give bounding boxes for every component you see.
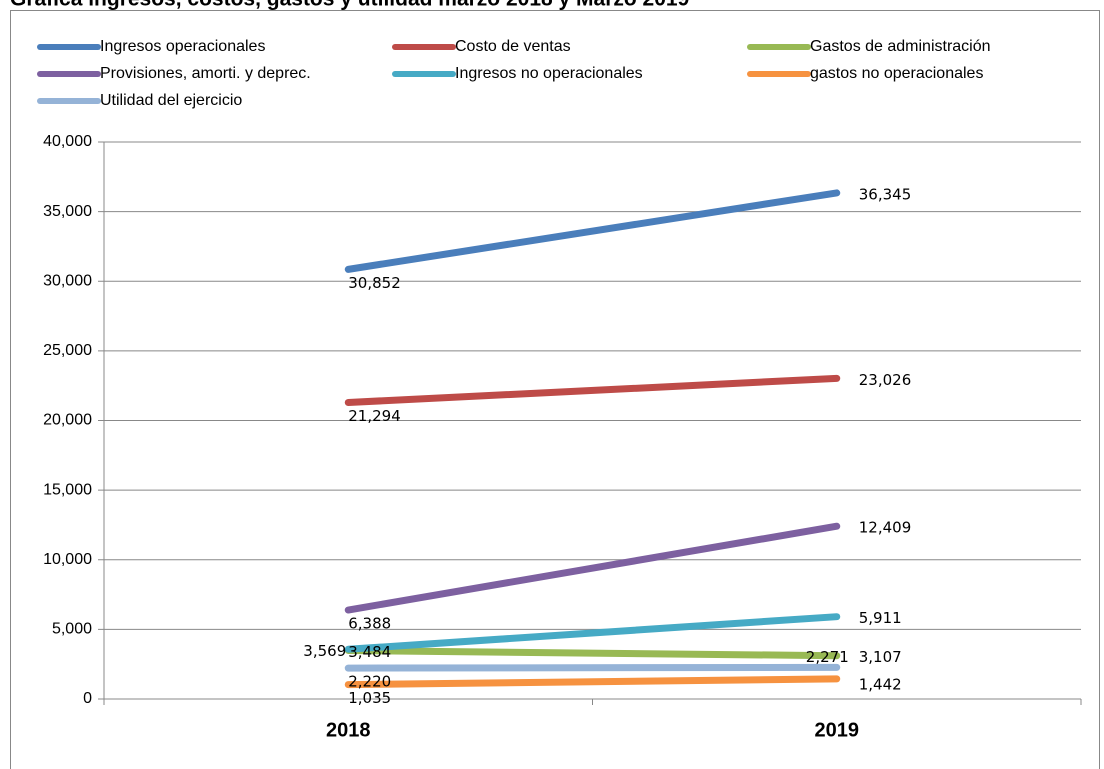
data-label: 2,271 (806, 648, 849, 666)
data-label: 3,484 (348, 643, 391, 661)
y-tick-label: 35,000 (43, 203, 92, 220)
y-tick-label: 0 (83, 690, 92, 707)
x-tick-label: 2019 (815, 719, 860, 741)
series-line (344, 613, 841, 653)
legend-label: Ingresos operacionales (100, 38, 265, 55)
series-line (344, 189, 841, 273)
y-tick-label: 30,000 (43, 272, 92, 289)
data-label: 23,026 (859, 371, 912, 389)
legend-label: Provisiones, amorti. y deprec. (100, 65, 311, 82)
chart-title: Grafica ingresos, costos, gastos y utili… (10, 0, 689, 11)
legend-label: Costo de ventas (455, 38, 571, 55)
series-line (344, 646, 841, 660)
data-label: 30,852 (348, 274, 401, 292)
legend-label: Ingresos no operacionales (455, 65, 643, 82)
series-line (344, 522, 841, 614)
series-line (344, 675, 841, 689)
series-line (344, 374, 841, 406)
y-tick-label: 25,000 (43, 342, 92, 359)
data-label: 1,035 (348, 689, 391, 707)
data-label: 6,388 (348, 615, 391, 633)
x-tick-label: 2018 (326, 719, 371, 741)
series-line (344, 663, 841, 672)
legend-label: Gastos de administración (810, 38, 991, 55)
y-tick-label: 5,000 (52, 621, 92, 638)
data-label: 5,911 (859, 609, 902, 627)
data-label: 36,345 (859, 185, 912, 203)
y-tick-label: 10,000 (43, 551, 92, 568)
data-label: 3,107 (859, 648, 902, 666)
data-label: 2,220 (348, 673, 391, 691)
legend-label: gastos no operacionales (810, 65, 983, 82)
legend-label: Utilidad del ejercicio (100, 92, 242, 109)
y-tick-label: 40,000 (43, 133, 92, 150)
data-label: 21,294 (348, 407, 401, 425)
data-label: 1,442 (859, 675, 902, 693)
data-label: 3,569 (303, 642, 346, 660)
y-tick-label: 20,000 (43, 412, 92, 429)
data-label: 12,409 (859, 519, 912, 537)
y-tick-label: 15,000 (43, 481, 92, 498)
